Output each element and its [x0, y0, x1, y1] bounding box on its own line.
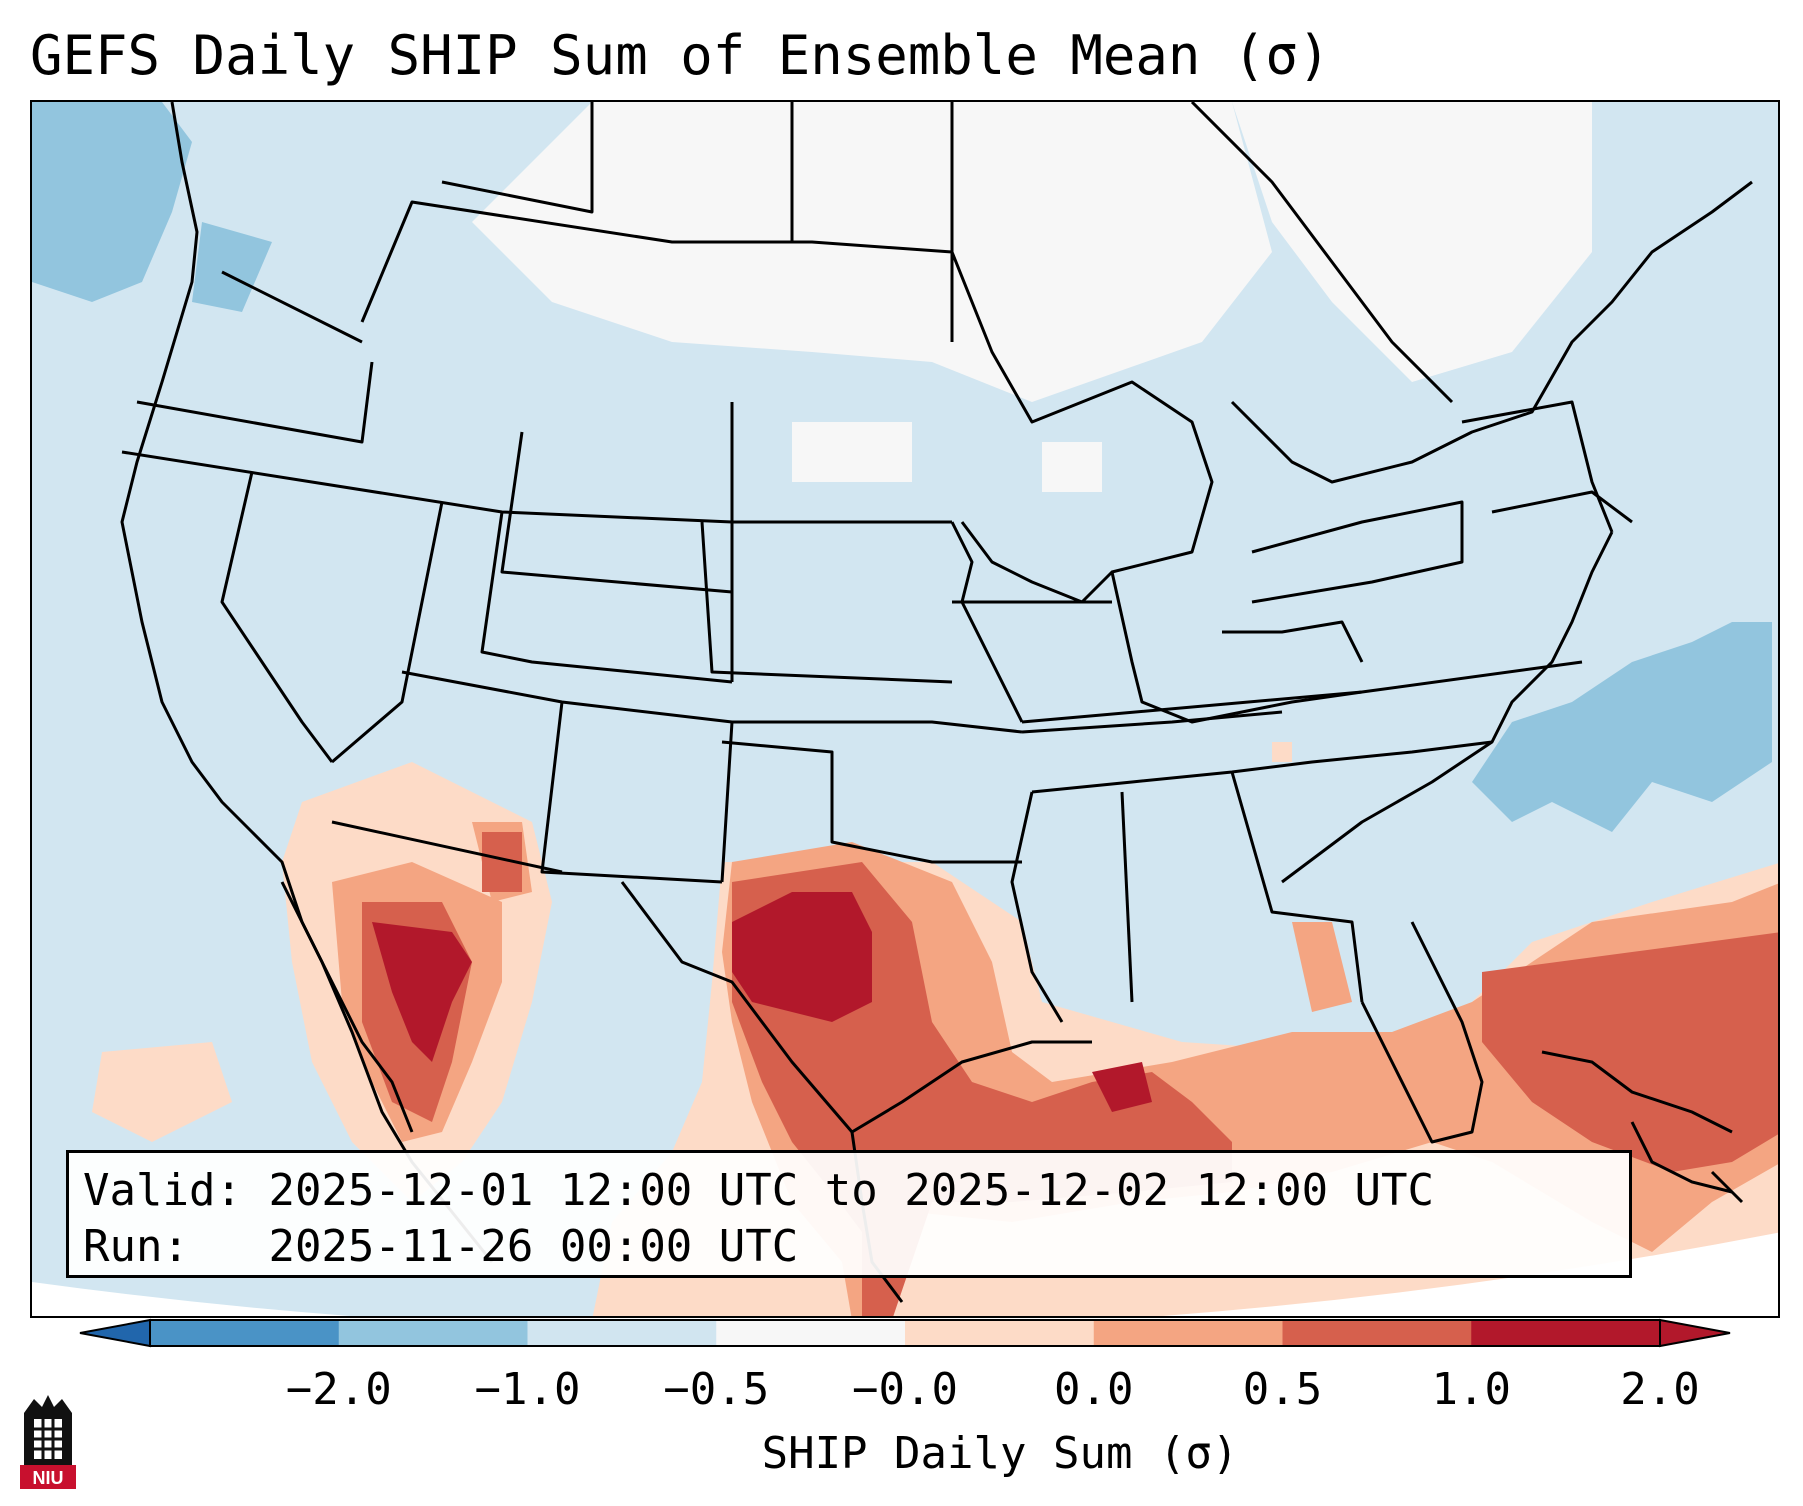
colorbar-tick-label: −0.0	[852, 1364, 958, 1415]
state-boundaries	[120, 102, 1753, 1144]
near-zero-region	[472, 102, 1592, 492]
logo-badge	[20, 1465, 76, 1489]
colorbar-cell	[338, 1320, 528, 1346]
colorbar-over-extension	[1659, 1318, 1731, 1348]
colorbar-cell	[905, 1320, 1095, 1346]
caribbean-islands	[1541, 1050, 1744, 1204]
colorbar-tick-label: −2.0	[285, 1364, 392, 1415]
projection-edge	[32, 1232, 1778, 1316]
colorbar	[79, 1318, 1731, 1348]
logo-text: NIU	[33, 1468, 64, 1488]
colorbar-tick-label: 0.5	[1242, 1364, 1323, 1415]
niu-logo-icon: NIU	[20, 1395, 76, 1489]
colorbar-tick-label: 2.0	[1620, 1364, 1700, 1415]
valid-value: 2025-12-01 12:00 UTC to 2025-12-02 12:00…	[268, 1165, 1435, 1216]
colorbar-label: SHIP Daily Sum (σ)	[761, 1428, 1239, 1479]
colorbar-cell	[150, 1320, 340, 1346]
chart-title: GEFS Daily SHIP Sum of Ensemble Mean (σ)	[30, 24, 1331, 87]
colorbar-under-extension	[79, 1318, 151, 1348]
colorbar-tick-label: 1.0	[1431, 1364, 1511, 1415]
extreme-positive-region	[372, 892, 1152, 1112]
valid-label: Valid:	[83, 1165, 242, 1216]
map-panel	[30, 100, 1780, 1318]
run-value: 2025-11-26 00:00 UTC	[268, 1221, 799, 1272]
colorbar-cell	[1471, 1320, 1661, 1346]
colorbar-cell	[1282, 1320, 1472, 1346]
colorbar-cells	[79, 1318, 1731, 1348]
run-label: Run:	[83, 1221, 189, 1272]
colorbar-cell	[1093, 1320, 1283, 1346]
colorbar-tick-label: 0.0	[1054, 1364, 1134, 1415]
colorbar-cell	[527, 1320, 717, 1346]
colorbar-cell	[716, 1320, 906, 1346]
colorbar-frame	[149, 1319, 1661, 1347]
colorbar-tick-label: −0.5	[663, 1364, 770, 1415]
colorbar-tick-label: −1.0	[474, 1364, 581, 1415]
valid-run-infobox: Valid: 2025-12-01 12:00 UTC to 2025-12-0…	[66, 1150, 1632, 1278]
map-svg	[32, 102, 1778, 1316]
